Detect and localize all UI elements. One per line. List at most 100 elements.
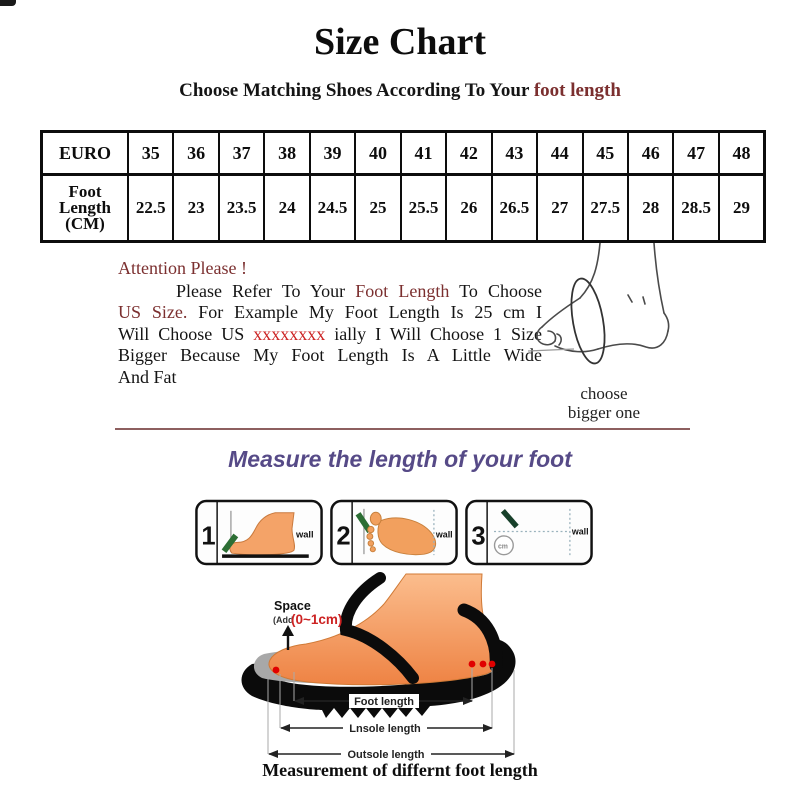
attention-line-2: US Size. For Example My Foot Length Is 2…	[118, 302, 542, 324]
euro-size-cell: 36	[172, 130, 220, 176]
foot-length-cell: 22.5	[126, 173, 175, 243]
euro-row: EURO 35 36 37 38 39 40 41 42 43 44 45 46 47 48	[40, 130, 766, 176]
euro-size-cell: 35	[126, 130, 175, 176]
insole-length-label: Lnsole length	[349, 723, 421, 735]
euro-size-cell: 46	[626, 130, 675, 176]
space-range-label: (0~1cm)	[291, 612, 342, 627]
attention-heading: Attention Please !	[118, 258, 247, 278]
foot-side-view	[229, 512, 295, 556]
cm-label: cm	[498, 543, 508, 550]
footer-caption: Measurement of differnt foot length	[262, 760, 538, 780]
attention-highlight-foot-length: Foot Length	[355, 280, 450, 301]
foot-header-line2: Length	[59, 198, 111, 217]
euro-size-cell: 48	[717, 130, 766, 176]
marker-pen	[500, 509, 519, 529]
euro-size-cell: 37	[217, 130, 266, 176]
attention-note: Attention Please ! Please Refer To Your …	[118, 258, 542, 388]
foot-length-cell: 27	[536, 173, 584, 243]
foot-header-line3: (CM)	[65, 214, 105, 233]
attention-text: For Example My Foot Length Is 25 cm I	[187, 302, 543, 322]
marker-pen	[221, 533, 239, 553]
step-panel-2: 2 wall	[330, 499, 458, 566]
foot-length-row: Foot Length (CM) 22.5 23 23.5 24 24.5 25 25.5 2…	[40, 173, 766, 243]
forefoot-girth-ellipse	[570, 277, 606, 365]
callout-line	[528, 348, 575, 352]
foot-length-cell: 28.5	[672, 173, 720, 243]
size-table: EURO 35 36 37 38 39 40 41 42 43 44 45 46 47 48 Foot L…	[40, 130, 766, 243]
euro-size-cell: 42	[445, 130, 493, 176]
step-panel-3: 3 cm wall	[465, 499, 593, 566]
euro-size-cell: 44	[536, 130, 584, 176]
outsole-length-label: Outsole length	[348, 749, 425, 761]
space-add-label: (Add	[273, 615, 294, 625]
euro-size-cell: 38	[263, 130, 311, 176]
step-number: 1	[201, 522, 215, 550]
attention-line-3: Will Choose US xxxxxxxx ially I Will Cho…	[118, 324, 542, 346]
foot	[268, 573, 500, 686]
euro-row-header: EURO	[40, 130, 129, 176]
section-divider	[115, 428, 690, 430]
foot-length-cell: 25.5	[399, 173, 448, 243]
subtitle-highlight: foot length	[533, 80, 621, 101]
foot-length-cell: 26.5	[490, 173, 539, 243]
attention-text: Will Choose US	[118, 323, 254, 344]
attention-line-4: Bigger Because My Foot Length Is A Littl…	[118, 345, 542, 367]
foot-length-cell: 28	[626, 173, 675, 243]
foot-length-cell: 23.5	[217, 173, 266, 243]
attention-line-1: Please Refer To Your Foot Length To Choo…	[118, 281, 542, 303]
space-label: Space	[274, 599, 311, 613]
measure-step-panels: 1 wall 2 wall	[194, 499, 596, 566]
measure-section-heading: Measure the length of your foot	[228, 446, 572, 472]
foot-length-row-header: Foot Length (CM)	[40, 173, 129, 243]
attention-text: ially I Will Choose 1 Size	[325, 323, 542, 344]
shoe-measurement-diagram: Space (Add (0~1cm) Foot length	[241, 572, 516, 761]
euro-size-cell: 43	[490, 130, 539, 176]
dimension-outsole-length: Outsole length	[268, 747, 515, 761]
page-subtitle: Choose Matching Shoes According To Your …	[0, 80, 800, 102]
sketch-caption-line1: choose	[580, 384, 628, 403]
measure-dots	[272, 660, 496, 674]
sketch-caption: choose bigger one	[545, 384, 663, 422]
shoe-collar-strip	[339, 572, 419, 684]
euro-size-cell: 39	[308, 130, 357, 176]
wall-label: wall	[571, 526, 589, 536]
attention-redacted-x: xxxxxxxx	[253, 323, 326, 344]
step-panel-1: 1 wall	[195, 499, 323, 566]
step-number: 3	[471, 522, 485, 550]
sketch-caption-line2: bigger one	[567, 403, 641, 422]
euro-size-cell: 47	[672, 130, 720, 176]
attention-text: And Fat	[118, 366, 177, 387]
dimension-insole-length: Lnsole length	[280, 721, 493, 735]
shoe-outsole	[241, 639, 516, 718]
foot-sketch-drawing	[528, 243, 670, 365]
foot-length-cell: 25	[354, 173, 402, 243]
guide-lines	[267, 668, 515, 754]
foot-length-label: Foot length	[354, 696, 414, 708]
foot-length-cell: 24.5	[308, 173, 357, 243]
euro-size-cell: 45	[581, 130, 629, 176]
foot-length-cell: 29	[717, 173, 766, 243]
attention-text: Bigger Because My Foot Length Is A Littl…	[118, 345, 542, 365]
attention-line-5: And Fat	[118, 367, 542, 389]
euro-size-cell: 40	[354, 130, 402, 176]
corner-artifact	[0, 0, 16, 6]
space-arrow	[282, 625, 294, 650]
foot-length-cell: 27.5	[581, 173, 629, 243]
shoe-heel-strip	[457, 603, 503, 673]
wall-label: wall	[295, 529, 314, 539]
subtitle-text: Choose Matching Shoes According To Your	[179, 80, 534, 101]
step-number: 2	[336, 522, 350, 550]
cm-circle	[493, 535, 514, 556]
page-title: Size Chart	[313, 21, 487, 63]
euro-size-cell: 41	[399, 130, 448, 176]
foot-header-line1: Foot	[68, 182, 102, 201]
foot-length-cell: 23	[172, 173, 220, 243]
attention-highlight-us-size: US Size.	[118, 302, 188, 322]
dimension-foot-length: Foot length	[294, 694, 473, 708]
attention-text: Please Refer To Your	[176, 280, 356, 301]
attention-text: To Choose	[449, 280, 542, 301]
foot-length-cell: 24	[263, 173, 311, 243]
foot-length-cell: 26	[445, 173, 493, 243]
wall-label: wall	[435, 529, 453, 539]
